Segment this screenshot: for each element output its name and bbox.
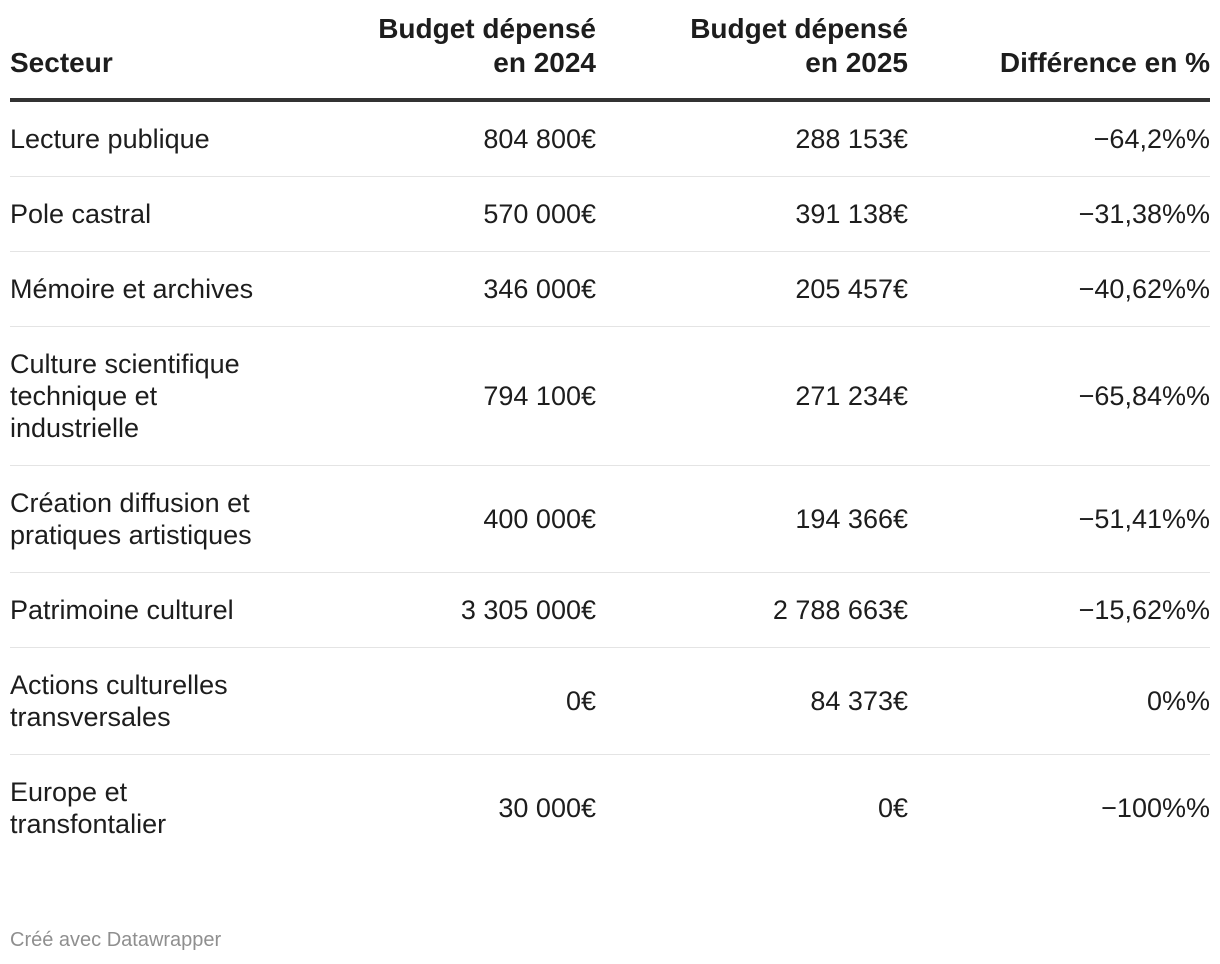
cell-sector-line: Europe et (10, 777, 128, 807)
table-row: Patrimoine culturel 3 305 000€ 2 788 663€ −… (10, 572, 1210, 648)
cell-budget-2025: 2 788 663€ (596, 572, 908, 648)
cell-budget-2024: 570 000€ (300, 176, 596, 252)
header-budget-2024-line-2: en 2024 (493, 47, 596, 78)
cell-difference: −64,2%% (908, 100, 1210, 177)
cell-difference: −40,62%% (908, 251, 1210, 327)
cell-sector-line: industrielle (10, 413, 140, 443)
cell-sector: Actions culturelles transversales (10, 647, 300, 755)
cell-sector-line: Actions culturelles (10, 670, 228, 700)
cell-sector: Lecture publique (10, 100, 300, 177)
header-difference: Différence en % (908, 0, 1210, 102)
cell-sector: Culture scientifique technique et industri… (10, 326, 300, 466)
table-row: Actions culturelles transversales 0€ 84 373… (10, 647, 1210, 755)
table-row: Mémoire et archives 346 000€ 205 457€ −40,6… (10, 251, 1210, 327)
cell-budget-2025: 271 234€ (596, 326, 908, 466)
cell-budget-2025: 205 457€ (596, 251, 908, 327)
cell-budget-2025: 391 138€ (596, 176, 908, 252)
datawrapper-credit: Créé avec Datawrapper (10, 929, 222, 951)
header-difference-line: Différence en % (999, 47, 1210, 78)
budget-table: Secteur Budget dépensé en 2024 Budget dé… (10, 0, 1210, 861)
cell-sector-line: Mémoire et archives (10, 274, 254, 304)
cell-sector-line: technique et (10, 381, 158, 411)
cell-sector-line: Patrimoine culturel (10, 595, 234, 625)
cell-sector-line: Culture scientifique (10, 349, 240, 379)
cell-sector-line: Lecture publique (10, 124, 210, 154)
cell-budget-2024: 0€ (300, 647, 596, 755)
cell-sector-line: pratiques artistiques (10, 520, 252, 550)
header-sector: Secteur (10, 0, 300, 102)
header-budget-2025-line-2: en 2025 (805, 47, 908, 78)
table-header-row: Secteur Budget dépensé en 2024 Budget dé… (10, 0, 1210, 102)
cell-sector-line: transfontalier (10, 809, 167, 839)
cell-sector-line: transversales (10, 702, 171, 732)
header-budget-2025: Budget dépensé en 2025 (596, 0, 908, 102)
cell-difference: −31,38%% (908, 176, 1210, 252)
cell-budget-2024: 3 305 000€ (300, 572, 596, 648)
cell-sector: Création diffusion et pratiques artistiqu… (10, 465, 300, 573)
table-row: Culture scientifique technique et industri… (10, 326, 1210, 466)
header-budget-2024-line-1: Budget dépensé (378, 13, 596, 44)
cell-budget-2025: 194 366€ (596, 465, 908, 573)
cell-budget-2025: 0€ (877, 793, 908, 823)
cell-difference: −65,84%% (908, 326, 1210, 466)
cell-budget-2024: 30 000€ (498, 793, 596, 823)
table-row: Création diffusion et pratiques artistiqu… (10, 465, 1210, 573)
table-container: Secteur Budget dépensé en 2024 Budget dé… (10, 0, 1210, 861)
table-row: Europe et transfontalier 30 000€ 0€ −100%% (10, 755, 1210, 862)
header-budget-2024: Budget dépensé en 2024 (300, 0, 596, 102)
cell-budget-2024: 804 800€ (300, 100, 596, 177)
cell-budget-2024: 346 000€ (300, 251, 596, 327)
cell-difference: −15,62%% (908, 572, 1210, 648)
cell-sector-line: Pole castral (10, 199, 152, 229)
cell-sector: Patrimoine culturel (10, 572, 300, 648)
cell-difference: 0%% (908, 647, 1210, 755)
cell-sector-line: Création diffusion et (10, 488, 250, 518)
table-row: Lecture publique 804 800€ 288 153€ −64,2%% (10, 100, 1210, 177)
cell-sector: Europe et transfontalier (10, 755, 300, 862)
cell-sector: Pole castral (10, 176, 300, 252)
header-budget-2025-line-1: Budget dépensé (690, 13, 908, 44)
cell-budget-2025: 84 373€ (596, 647, 908, 755)
table-body: Lecture publique 804 800€ 288 153€ −64,2%% P… (10, 100, 1210, 861)
table-row: Pole castral 570 000€ 391 138€ −31,38%% (10, 176, 1210, 252)
cell-difference: −100%% (1101, 793, 1210, 823)
cell-sector: Mémoire et archives (10, 251, 300, 327)
cell-budget-2024: 400 000€ (300, 465, 596, 573)
cell-budget-2024: 794 100€ (300, 326, 596, 466)
cell-difference: −51,41%% (908, 465, 1210, 573)
header-sector-line: Secteur (10, 47, 113, 78)
cell-budget-2025: 288 153€ (596, 100, 908, 177)
